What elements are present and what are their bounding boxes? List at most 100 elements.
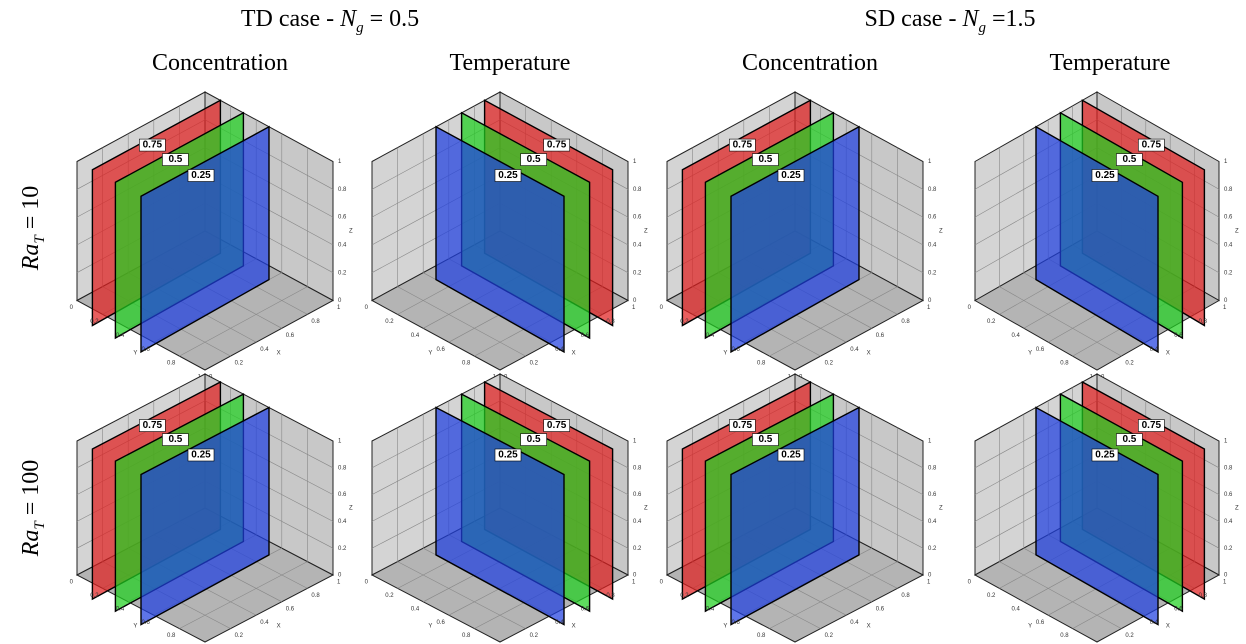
tick-label: 0.8 <box>338 465 347 471</box>
tick-label: 0.2 <box>235 633 244 639</box>
cube-panel: 0.750.50.250000.20.20.20.40.40.40.60.60.… <box>70 373 353 643</box>
tick-label: 0.2 <box>530 633 539 639</box>
header-prefix: SD case - <box>864 6 962 32</box>
label-text: 0.5 <box>527 434 541 445</box>
contour-label: 0.5 <box>520 433 547 446</box>
tick-label: 0.8 <box>1199 319 1208 325</box>
tick-label: 0.8 <box>757 633 766 639</box>
tick-label: 0.2 <box>530 361 539 367</box>
tick-label: 1 <box>337 305 341 311</box>
row-label: RaT = 100 <box>18 460 48 558</box>
contour-label: 0.5 <box>1116 153 1143 166</box>
tick-label: 0.4 <box>338 519 347 525</box>
axis-label: X <box>1166 623 1170 629</box>
tick-label: 0.6 <box>633 215 642 221</box>
tick-label: 0 <box>338 298 342 304</box>
contour-label: 0.5 <box>752 153 779 166</box>
tick-label: 0.8 <box>633 187 642 193</box>
tick-label: 0.8 <box>928 465 937 471</box>
tick-label: 1 <box>928 159 932 165</box>
tick-label: 0.6 <box>876 606 885 612</box>
tick-label: 0.8 <box>606 593 615 599</box>
axis-label: X <box>277 350 281 356</box>
contour-label: 0.75 <box>543 419 570 432</box>
axis-label: X <box>1166 350 1170 356</box>
tick-label: 0 <box>1224 573 1228 579</box>
grid-line <box>999 561 1122 629</box>
label-box <box>1138 138 1165 152</box>
grid-line <box>397 286 526 357</box>
row-value: = 100 <box>18 460 44 516</box>
tick-label: 0.4 <box>633 519 642 525</box>
tick-label: 0.8 <box>928 187 937 193</box>
tick-label: 0.2 <box>633 546 642 552</box>
row-symbol: Ra <box>18 530 44 558</box>
contour-label: 0.25 <box>1091 169 1119 182</box>
label-box <box>1091 169 1119 182</box>
tick-label: 0.2 <box>385 319 394 325</box>
isosurface <box>1035 406 1159 626</box>
tick-label: 0.6 <box>581 333 590 339</box>
cube-panel: 0.750.50.250000.20.20.20.40.40.40.60.60.… <box>968 91 1239 381</box>
tick-label: 0.2 <box>825 633 834 639</box>
label-text: 0.25 <box>781 170 801 181</box>
tick-label: 0.8 <box>167 633 176 639</box>
tick-label: 0.4 <box>260 620 269 626</box>
tick-label: 0 <box>338 573 342 579</box>
row-symbol: Ra <box>18 244 44 272</box>
tick-label: 1 <box>632 580 636 586</box>
tick-label: 0.6 <box>876 333 885 339</box>
row-subscript: T <box>32 234 48 244</box>
contour-label: 0.75 <box>729 419 756 432</box>
label-box <box>494 448 522 462</box>
label-box <box>729 419 756 432</box>
tick-label: 0.8 <box>462 633 471 639</box>
contour-label: 0.25 <box>1091 448 1119 462</box>
tick-label: 0.8 <box>311 319 320 325</box>
tick-label: 0.8 <box>1224 187 1233 193</box>
tick-label: 0.6 <box>141 620 150 626</box>
tick-label: 0.2 <box>1125 633 1134 639</box>
isosurface <box>140 406 270 626</box>
tick-label: 0.2 <box>90 593 99 599</box>
label-box <box>752 433 779 446</box>
isosurface <box>435 406 565 626</box>
header-subscript: g <box>356 20 364 36</box>
axis-label: Y <box>428 623 432 629</box>
axis-label: Z <box>1235 229 1239 235</box>
contour-label: 0.75 <box>139 138 166 152</box>
label-box <box>520 153 547 166</box>
isosurface <box>140 125 270 354</box>
grid-line <box>179 561 308 629</box>
tick-label: 1 <box>338 159 342 165</box>
label-box <box>777 448 805 462</box>
label-box <box>494 169 522 182</box>
tick-label: 0.2 <box>928 270 937 276</box>
cube-panel: 0.750.50.250000.20.20.20.40.40.40.60.60.… <box>660 91 943 381</box>
tick-label: 0 <box>70 305 74 311</box>
tick-label: 0 <box>928 573 932 579</box>
tick-label: 1 <box>337 580 341 586</box>
tick-label: 0 <box>365 305 369 311</box>
cube-panel: 0.750.50.250000.20.20.20.40.40.40.60.60.… <box>968 373 1239 643</box>
row-subscript: T <box>32 520 48 530</box>
tick-label: 0.6 <box>928 492 937 498</box>
label-box <box>777 169 805 182</box>
label-text: 0.25 <box>191 170 211 181</box>
axis-label: Z <box>644 506 648 512</box>
label-text: 0.25 <box>191 450 211 461</box>
axis-label: Y <box>428 350 432 356</box>
header-text: TD case - Ng = 0.5 <box>241 6 419 36</box>
tick-label: 0.2 <box>338 546 347 552</box>
axis-label: Y <box>1028 350 1032 356</box>
tick-label: 0.8 <box>167 361 176 367</box>
tick-label: 0.4 <box>1224 242 1233 248</box>
tick-label: 0.4 <box>1011 606 1020 612</box>
label-text: 0.5 <box>168 154 182 165</box>
label-box <box>543 419 570 432</box>
axis-label: X <box>277 623 281 629</box>
tick-label: 0 <box>928 298 932 304</box>
tick-label: 0.4 <box>633 242 642 248</box>
label-text: 0.75 <box>733 420 753 431</box>
tick-label: 0 <box>968 580 972 586</box>
